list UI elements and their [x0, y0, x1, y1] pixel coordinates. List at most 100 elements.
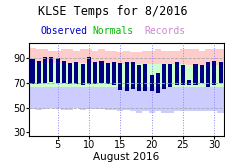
- Bar: [130, 62, 134, 89]
- Bar: [104, 63, 110, 86]
- Bar: [154, 64, 160, 86]
- Bar: [112, 62, 116, 85]
- Bar: [36, 63, 42, 86]
- Bar: [173, 51, 179, 64]
- Bar: [105, 63, 109, 84]
- Text: Records: Records: [144, 26, 184, 36]
- Bar: [36, 86, 42, 110]
- Bar: [48, 51, 54, 63]
- Bar: [129, 86, 135, 111]
- Bar: [204, 65, 210, 86]
- Bar: [166, 64, 173, 86]
- Text: Observed: Observed: [40, 26, 87, 36]
- Bar: [124, 62, 128, 91]
- Bar: [98, 63, 104, 86]
- Bar: [193, 64, 197, 85]
- Bar: [149, 75, 153, 91]
- Bar: [99, 61, 103, 83]
- Bar: [160, 51, 166, 64]
- Bar: [155, 73, 159, 93]
- Bar: [173, 86, 179, 111]
- Bar: [86, 49, 92, 63]
- Bar: [62, 61, 66, 83]
- Bar: [73, 51, 79, 63]
- Bar: [142, 64, 148, 86]
- Bar: [110, 51, 117, 63]
- Bar: [73, 86, 79, 108]
- Bar: [74, 62, 78, 84]
- Bar: [61, 49, 67, 63]
- X-axis label: August 2016: August 2016: [93, 152, 159, 162]
- Bar: [73, 63, 79, 86]
- Bar: [191, 65, 198, 86]
- Bar: [123, 86, 129, 110]
- Bar: [110, 63, 117, 86]
- Bar: [86, 86, 92, 109]
- Bar: [87, 57, 91, 84]
- Bar: [43, 57, 47, 83]
- Bar: [42, 86, 48, 109]
- Bar: [216, 49, 223, 65]
- Bar: [154, 49, 160, 64]
- Bar: [216, 65, 223, 86]
- Bar: [37, 61, 41, 84]
- Bar: [79, 86, 86, 110]
- Bar: [173, 64, 179, 86]
- Bar: [93, 62, 97, 84]
- Bar: [92, 86, 98, 109]
- Bar: [204, 49, 210, 65]
- Bar: [54, 51, 61, 63]
- Bar: [61, 63, 67, 86]
- Bar: [129, 52, 135, 64]
- Bar: [61, 86, 67, 110]
- Bar: [42, 49, 48, 63]
- Bar: [117, 64, 123, 86]
- Bar: [142, 86, 148, 111]
- Bar: [136, 65, 140, 91]
- Bar: [135, 52, 142, 64]
- Bar: [55, 58, 59, 83]
- Bar: [154, 86, 160, 111]
- Bar: [166, 86, 173, 113]
- Bar: [80, 64, 84, 85]
- Bar: [186, 80, 190, 85]
- Bar: [104, 86, 110, 110]
- Bar: [104, 51, 110, 63]
- Bar: [205, 62, 209, 86]
- Bar: [54, 86, 61, 109]
- Bar: [67, 63, 73, 86]
- Bar: [54, 63, 61, 86]
- Bar: [185, 86, 191, 111]
- Bar: [123, 51, 129, 64]
- Bar: [199, 65, 203, 83]
- Bar: [49, 57, 53, 82]
- Bar: [36, 49, 42, 63]
- Bar: [48, 86, 54, 108]
- Bar: [142, 51, 148, 64]
- Bar: [92, 51, 98, 63]
- Bar: [204, 86, 210, 111]
- Bar: [123, 64, 129, 86]
- Text: Normals: Normals: [92, 26, 133, 36]
- Bar: [29, 48, 36, 63]
- Bar: [198, 65, 204, 86]
- Bar: [30, 59, 34, 84]
- Bar: [210, 49, 216, 65]
- Bar: [185, 49, 191, 65]
- Bar: [148, 51, 154, 64]
- Bar: [48, 63, 54, 86]
- Bar: [117, 86, 123, 111]
- Bar: [185, 65, 191, 86]
- Bar: [210, 65, 216, 86]
- Bar: [118, 63, 122, 90]
- Bar: [210, 86, 216, 111]
- Bar: [135, 64, 142, 86]
- Bar: [92, 63, 98, 86]
- Bar: [98, 86, 104, 109]
- Bar: [160, 64, 166, 86]
- Bar: [179, 86, 185, 111]
- Bar: [42, 63, 48, 86]
- Bar: [68, 63, 72, 84]
- Bar: [191, 86, 198, 111]
- Bar: [67, 86, 73, 110]
